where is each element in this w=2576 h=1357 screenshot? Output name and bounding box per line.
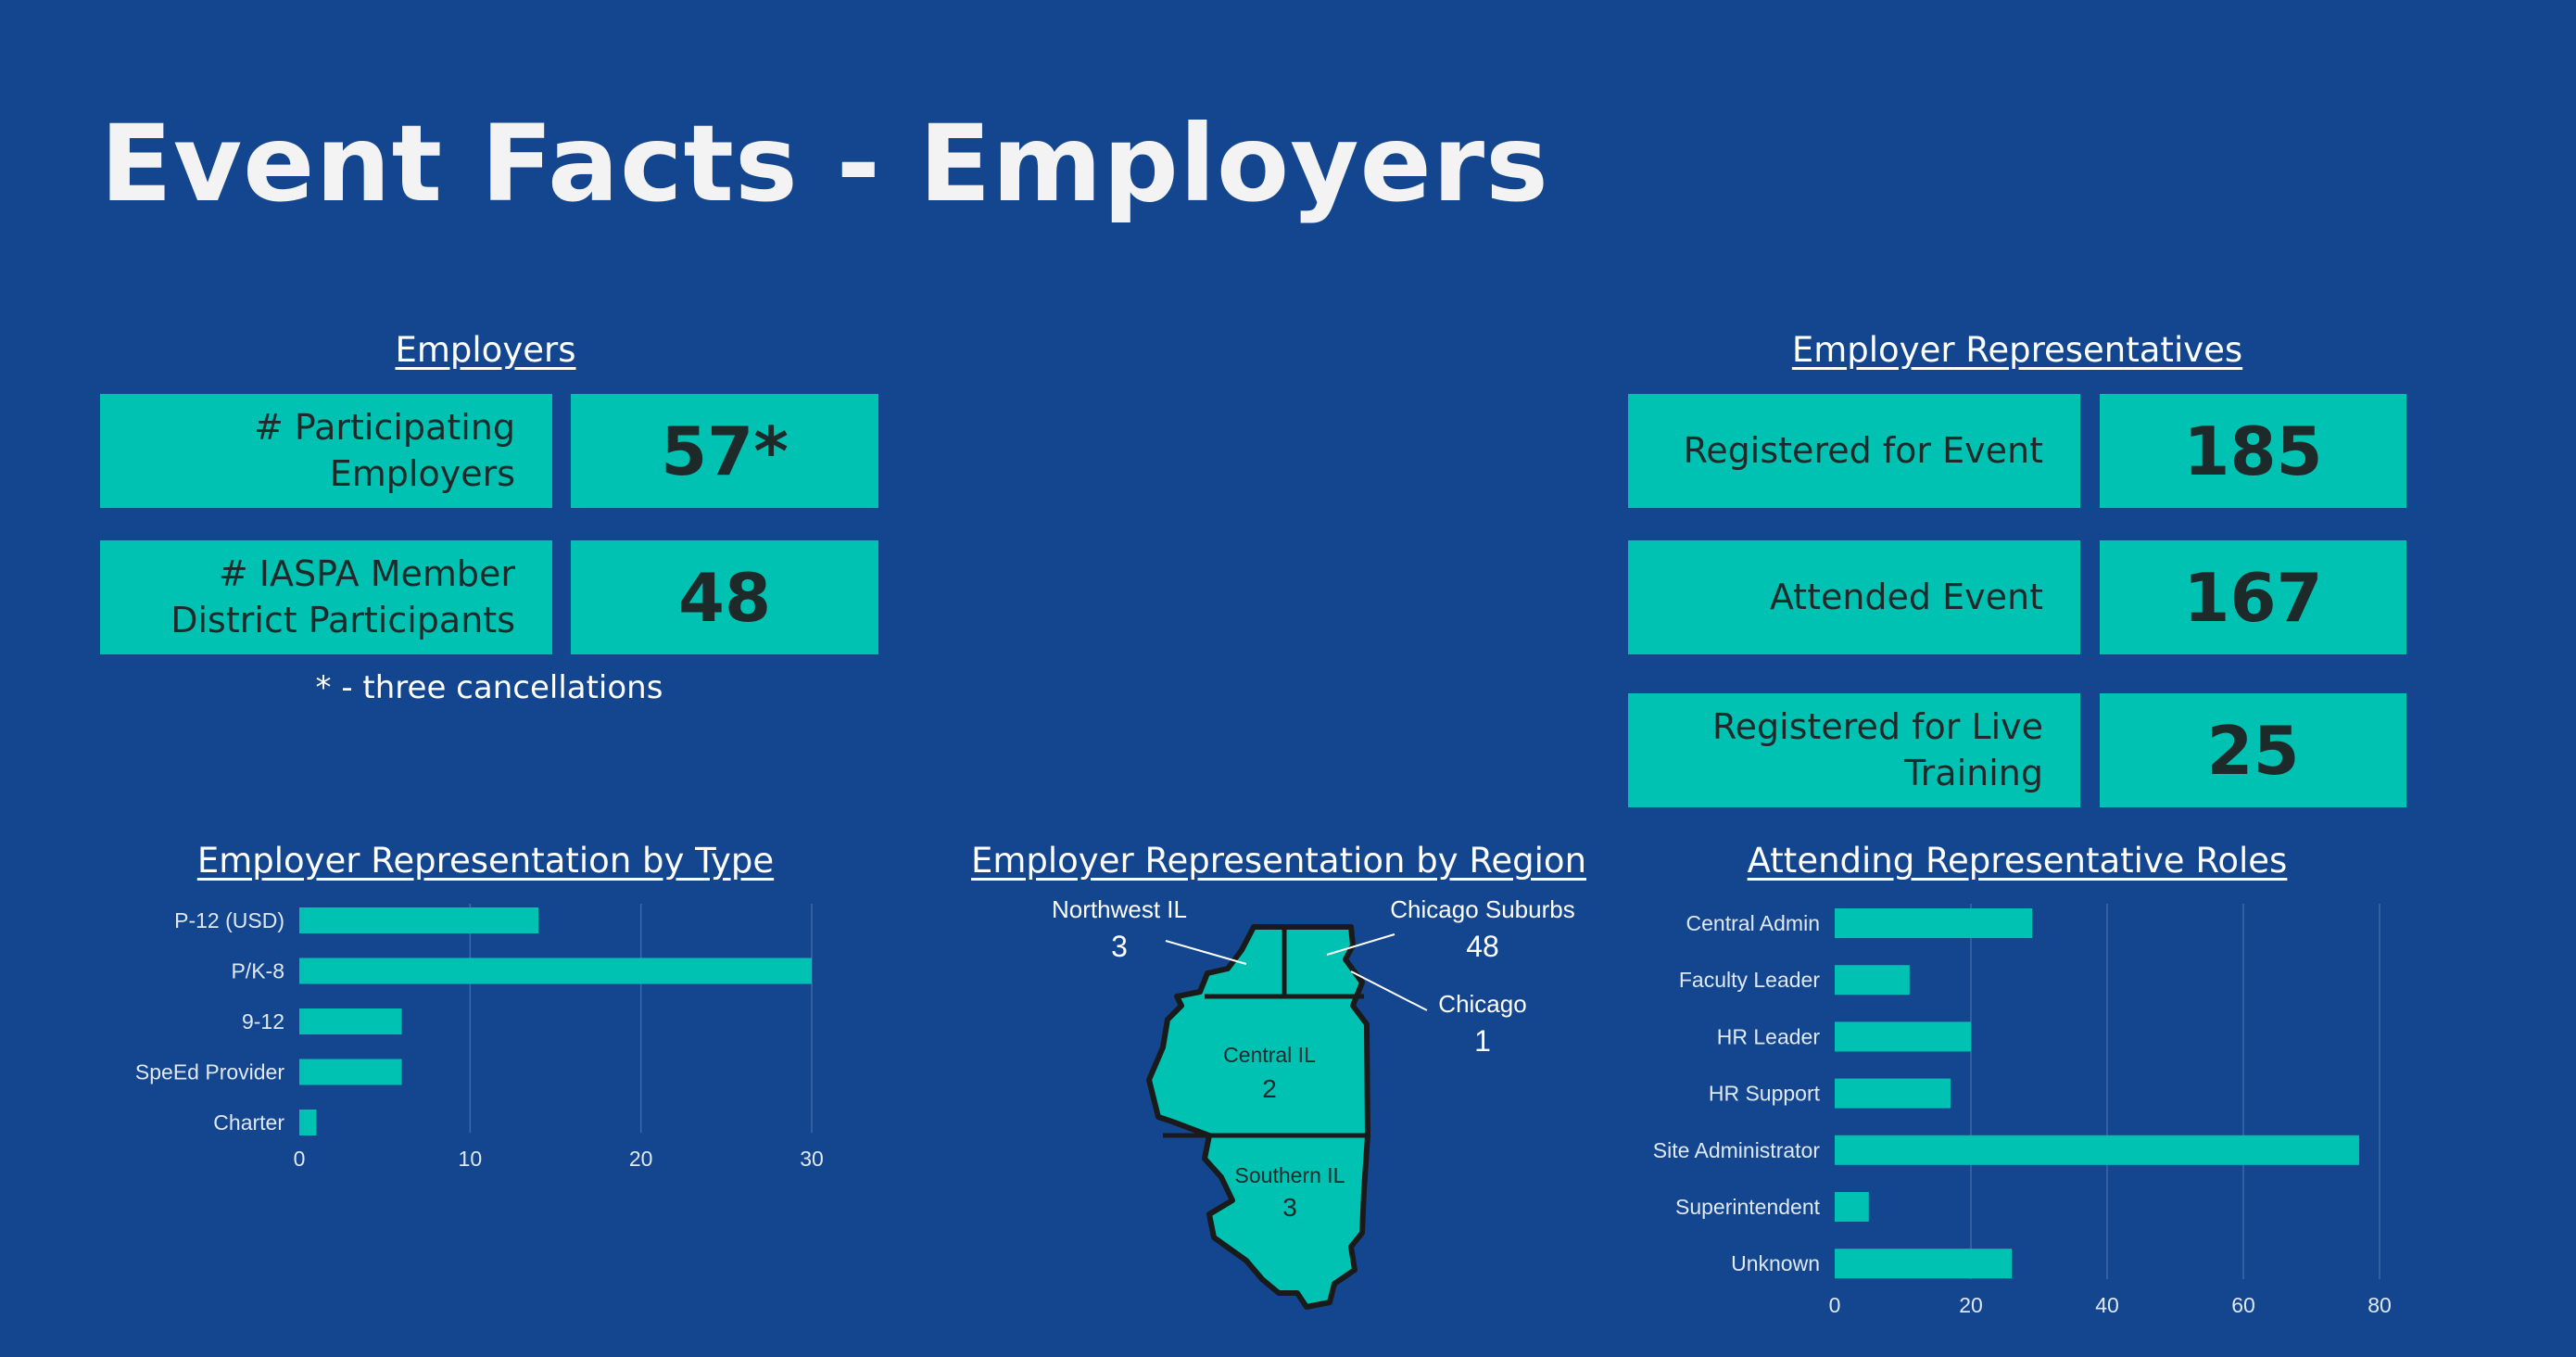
registered-event-label: Registered for Event xyxy=(1628,394,2080,508)
leader-northwest xyxy=(1165,940,1247,965)
roles-category-label: Superintendent xyxy=(1675,1195,1821,1219)
live-training-label: Registered for Live Training xyxy=(1628,693,2080,807)
type-bar xyxy=(299,907,539,933)
type-tick-label: 10 xyxy=(459,1147,483,1171)
roles-chart-title: Attending Representative Roles xyxy=(1747,841,2288,881)
region-chicago-name: Chicago xyxy=(1438,990,1526,1018)
roles-bar xyxy=(1835,908,2033,938)
region-southern-name: Southern IL xyxy=(1235,1163,1345,1187)
member-district-label: # IASPA Member District Participants xyxy=(100,540,552,654)
region-southern-value: 3 xyxy=(1282,1193,1297,1222)
roles-bar xyxy=(1835,1135,2359,1165)
roles-bar xyxy=(1835,1192,1869,1222)
member-district-value: 48 xyxy=(571,540,878,654)
attended-event-label: Attended Event xyxy=(1628,540,2080,654)
roles-category-label: HR Leader xyxy=(1717,1024,1821,1048)
roles-bar xyxy=(1835,1021,1971,1052)
type-bar xyxy=(299,958,812,984)
roles-tick-label: 60 xyxy=(2231,1293,2255,1317)
roles-tick-label: 80 xyxy=(2368,1293,2392,1317)
type-category-label: SpeEd Provider xyxy=(135,1060,284,1084)
roles-tick-label: 20 xyxy=(1959,1293,1983,1317)
type-bar xyxy=(299,1059,402,1085)
roles-tick-label: 0 xyxy=(1829,1293,1841,1317)
roles-bar xyxy=(1835,1078,1951,1109)
type-category-label: 9-12 xyxy=(242,1009,284,1034)
registered-event-value: 185 xyxy=(2100,394,2406,508)
type-bar xyxy=(299,1008,402,1034)
region-chart-title: Employer Representation by Region xyxy=(970,841,1587,881)
representatives-heading: Employer Representatives xyxy=(1791,330,2243,370)
cancellations-note: * - three cancellations xyxy=(315,669,663,706)
leader-suburbs xyxy=(1326,933,1395,956)
roles-category-label: Site Administrator xyxy=(1653,1138,1821,1162)
type-bar xyxy=(299,1110,317,1135)
type-tick-label: 20 xyxy=(629,1147,653,1171)
attended-event-value: 167 xyxy=(2100,540,2406,654)
live-training-value: 25 xyxy=(2100,693,2406,807)
region-chicago-value: 1 xyxy=(1474,1024,1491,1058)
roles-category-label: Faculty Leader xyxy=(1679,968,1820,992)
employers-heading: Employers xyxy=(395,330,576,370)
page-title: Event Facts - Employers xyxy=(100,102,1549,225)
type-chart-title: Employer Representation by Type xyxy=(196,841,775,881)
participating-employers-label: # Participating Employers xyxy=(100,394,552,508)
roles-tick-label: 40 xyxy=(2095,1293,2119,1317)
participating-employers-value: 57* xyxy=(571,394,878,508)
roles-category-label: HR Support xyxy=(1709,1082,1821,1106)
type-category-label: P/K-8 xyxy=(231,959,284,983)
roles-bar xyxy=(1835,965,1910,996)
region-central-value: 2 xyxy=(1262,1074,1277,1103)
type-tick-label: 30 xyxy=(800,1147,824,1171)
leader-chicago xyxy=(1350,970,1428,1011)
roles-category-label: Unknown xyxy=(1731,1251,1820,1275)
region-central-name: Central IL xyxy=(1223,1043,1316,1067)
region-northwest-name: Northwest IL xyxy=(1052,895,1187,923)
illinois-map-outline xyxy=(1146,924,1370,1310)
region-suburbs-name: Chicago Suburbs xyxy=(1390,895,1574,923)
type-category-label: Charter xyxy=(213,1110,284,1135)
type-tick-label: 0 xyxy=(294,1147,306,1171)
type-category-label: P-12 (USD) xyxy=(174,908,284,932)
region-suburbs-value: 48 xyxy=(1466,930,1499,963)
roles-category-label: Central Admin xyxy=(1686,911,1820,935)
region-northwest-value: 3 xyxy=(1111,930,1128,963)
roles-bar xyxy=(1835,1249,2013,1279)
